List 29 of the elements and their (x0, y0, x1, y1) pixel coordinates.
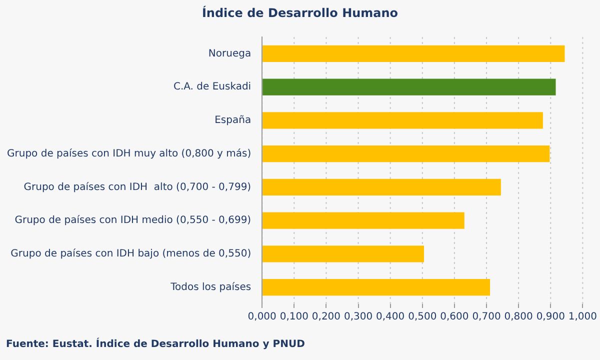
chart-title: Índice de Desarrollo Humano (200, 6, 400, 20)
x-tick-label: 0,800 (504, 312, 533, 323)
bar (262, 78, 556, 96)
x-tick-label: 1,000 (568, 312, 598, 323)
bar (262, 112, 543, 129)
y-tick-label: España (214, 115, 252, 126)
x-tick-label: 0,700 (472, 312, 501, 323)
x-tick-label: 0,200 (312, 312, 341, 323)
bar (262, 246, 424, 262)
bar (262, 278, 490, 296)
y-tick-label: Noruega (208, 48, 252, 60)
x-tick-label: 0,500 (408, 312, 437, 323)
x-tick-label: 0,000 (248, 312, 276, 323)
y-tick-label: C.A. de Euskadi (173, 82, 252, 93)
x-tick-label: 0,300 (344, 312, 373, 323)
x-tick-label: 0,600 (440, 312, 469, 323)
bar (262, 178, 501, 196)
bar (262, 145, 550, 162)
x-tick-label: 0,900 (536, 312, 565, 323)
x-tick-label: 0,100 (280, 312, 308, 323)
y-tick-label: Todos los países (170, 282, 252, 293)
y-tick-label: Grupo de países con IDH muy alto (0,800 y más) (7, 148, 252, 160)
x-tick-label: 0,400 (376, 312, 405, 323)
y-tick-label: Grupo de países con IDH medio (0,550 - 0,699) (14, 215, 252, 226)
bar (262, 45, 565, 62)
source-note: Fuente: Eustat. Índice de Desarrollo Humano y PNUD (6, 339, 305, 350)
y-tick-label: Grupo de países con IDH alto (0,700 - 0,799) (24, 182, 252, 193)
y-tick-label: Grupo de países con IDH bajo (menos de 0,550) (10, 248, 252, 260)
bar (262, 212, 464, 229)
